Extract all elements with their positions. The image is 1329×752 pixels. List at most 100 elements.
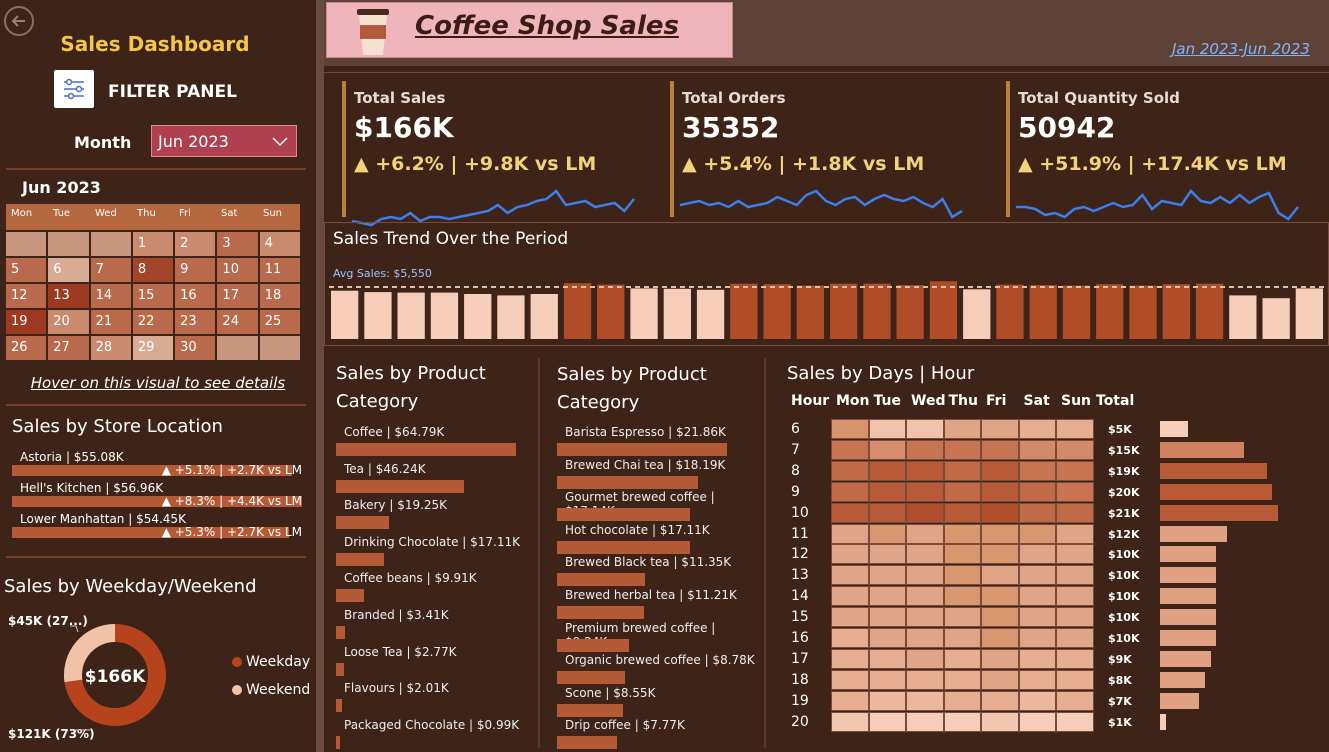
- heatmap-cell[interactable]: [981, 460, 1019, 481]
- heatmap-total-bar[interactable]: [1160, 650, 1211, 667]
- heatmap-cell[interactable]: [906, 586, 944, 607]
- trend-bar[interactable]: [1262, 298, 1290, 339]
- heatmap-cell[interactable]: [1018, 523, 1056, 544]
- category-bar[interactable]: [557, 475, 699, 489]
- trend-bar[interactable]: [763, 284, 791, 339]
- heatmap-cell[interactable]: [943, 565, 981, 586]
- heatmap-cell[interactable]: [1018, 607, 1056, 628]
- heatmap-cell[interactable]: [906, 481, 944, 502]
- calendar-day[interactable]: 16: [175, 284, 216, 308]
- heatmap-cell[interactable]: [1056, 565, 1094, 586]
- heatmap-cell[interactable]: [981, 586, 1019, 607]
- heatmap-cell[interactable]: [1056, 711, 1094, 732]
- heatmap-cell[interactable]: [1056, 439, 1094, 460]
- heatmap-cell[interactable]: [1056, 481, 1094, 502]
- category-row[interactable]: Brewed Black tea | $11.35K: [557, 555, 757, 591]
- heatmap-cell[interactable]: [868, 523, 906, 544]
- heatmap-cell[interactable]: [831, 565, 869, 586]
- trend-bar[interactable]: [1295, 288, 1323, 339]
- heatmap-cell[interactable]: [981, 502, 1019, 523]
- heatmap-total-bar[interactable]: [1160, 671, 1205, 688]
- heatmap-cell[interactable]: [943, 460, 981, 481]
- heatmap-cell[interactable]: [868, 586, 906, 607]
- heatmap-cell[interactable]: [906, 607, 944, 628]
- calendar-day[interactable]: 2: [175, 232, 216, 256]
- heatmap-cell[interactable]: [981, 481, 1019, 502]
- heatmap-cell[interactable]: [906, 690, 944, 711]
- category-bar[interactable]: [336, 699, 342, 713]
- heatmap-cell[interactable]: [981, 690, 1019, 711]
- heatmap-cell[interactable]: [831, 481, 869, 502]
- heatmap-cell[interactable]: [1018, 711, 1056, 732]
- category-row[interactable]: Gourmet brewed coffee | $17.14K: [557, 490, 757, 526]
- heatmap-cell[interactable]: [868, 460, 906, 481]
- category-row[interactable]: Branded | $3.41K: [336, 608, 536, 644]
- heatmap-cell[interactable]: [981, 607, 1019, 628]
- heatmap-cell[interactable]: [1056, 586, 1094, 607]
- category-bar[interactable]: [336, 516, 390, 530]
- heatmap-cell[interactable]: [868, 502, 906, 523]
- calendar-day[interactable]: 25: [259, 310, 300, 334]
- category-row[interactable]: Coffee | $64.79K: [336, 425, 536, 461]
- heatmap-cell[interactable]: [943, 607, 981, 628]
- trend-bar[interactable]: [663, 288, 691, 339]
- heatmap-cell[interactable]: [1056, 460, 1094, 481]
- category-bar[interactable]: [336, 589, 364, 603]
- heatmap-cell[interactable]: [868, 669, 906, 690]
- calendar-day[interactable]: 24: [217, 310, 258, 334]
- heatmap-cell[interactable]: [1056, 628, 1094, 648]
- calendar-day[interactable]: 17: [217, 284, 258, 308]
- heatmap-cell[interactable]: [981, 669, 1019, 690]
- heatmap-cell[interactable]: [831, 711, 869, 732]
- category-row[interactable]: Organic brewed coffee | $8.78K: [557, 653, 757, 689]
- category-bar[interactable]: [557, 736, 618, 750]
- heatmap-cell[interactable]: [1018, 586, 1056, 607]
- heatmap-cell[interactable]: [981, 711, 1019, 732]
- heatmap-cell[interactable]: [981, 544, 1019, 565]
- calendar-day[interactable]: 6: [48, 258, 89, 282]
- heatmap-cell[interactable]: [943, 690, 981, 711]
- heatmap-cell[interactable]: [981, 648, 1019, 669]
- heatmap-cell[interactable]: [1056, 669, 1094, 690]
- heatmap-cell[interactable]: [831, 669, 869, 690]
- heatmap-cell[interactable]: [943, 628, 981, 648]
- trend-bar[interactable]: [563, 283, 592, 339]
- calendar-day[interactable]: 30: [175, 336, 216, 360]
- heatmap-cell[interactable]: [943, 544, 981, 565]
- heatmap-cell[interactable]: [943, 439, 981, 460]
- calendar-day[interactable]: 26: [6, 336, 47, 360]
- heatmap-cell[interactable]: [943, 669, 981, 690]
- heatmap-cell[interactable]: [1056, 523, 1094, 544]
- heatmap-cell[interactable]: [831, 544, 869, 565]
- heatmap-cell[interactable]: [943, 711, 981, 732]
- heatmap-total-bar[interactable]: [1160, 525, 1228, 542]
- heatmap-cell[interactable]: [1056, 502, 1094, 523]
- heatmap-cell[interactable]: [831, 690, 869, 711]
- location-bar[interactable]: [12, 527, 290, 538]
- category-bar[interactable]: [557, 606, 645, 619]
- calendar-day[interactable]: 11: [259, 258, 300, 282]
- trend-bar[interactable]: [1096, 284, 1124, 339]
- heatmap-cell[interactable]: [1018, 544, 1056, 565]
- calendar-day[interactable]: 12: [6, 284, 47, 308]
- calendar-day[interactable]: 22: [132, 310, 174, 334]
- calendar-day[interactable]: 14: [90, 284, 131, 308]
- trend-bar[interactable]: [497, 295, 525, 339]
- calendar-day[interactable]: 4: [259, 232, 300, 256]
- heatmap-total-bar[interactable]: [1160, 692, 1200, 709]
- calendar-day[interactable]: 21: [90, 310, 131, 334]
- trend-bar[interactable]: [1162, 284, 1190, 339]
- trend-bar[interactable]: [1229, 295, 1257, 339]
- heatmap-cell[interactable]: [831, 648, 869, 669]
- heatmap-cell[interactable]: [906, 648, 944, 669]
- heatmap-total-bar[interactable]: [1160, 546, 1217, 563]
- heatmap-cell[interactable]: [943, 648, 981, 669]
- heatmap-total-bar[interactable]: [1160, 504, 1278, 521]
- category-row[interactable]: Brewed herbal tea | $11.21K: [557, 588, 757, 624]
- heatmap-total-bar[interactable]: [1160, 713, 1166, 730]
- heatmap-cell[interactable]: [1056, 544, 1094, 565]
- heatmap-cell[interactable]: [831, 502, 869, 523]
- trend-bar[interactable]: [796, 285, 824, 339]
- heatmap-total-bar[interactable]: [1160, 630, 1217, 646]
- category-row[interactable]: Brewed Chai tea | $18.19K: [557, 458, 757, 494]
